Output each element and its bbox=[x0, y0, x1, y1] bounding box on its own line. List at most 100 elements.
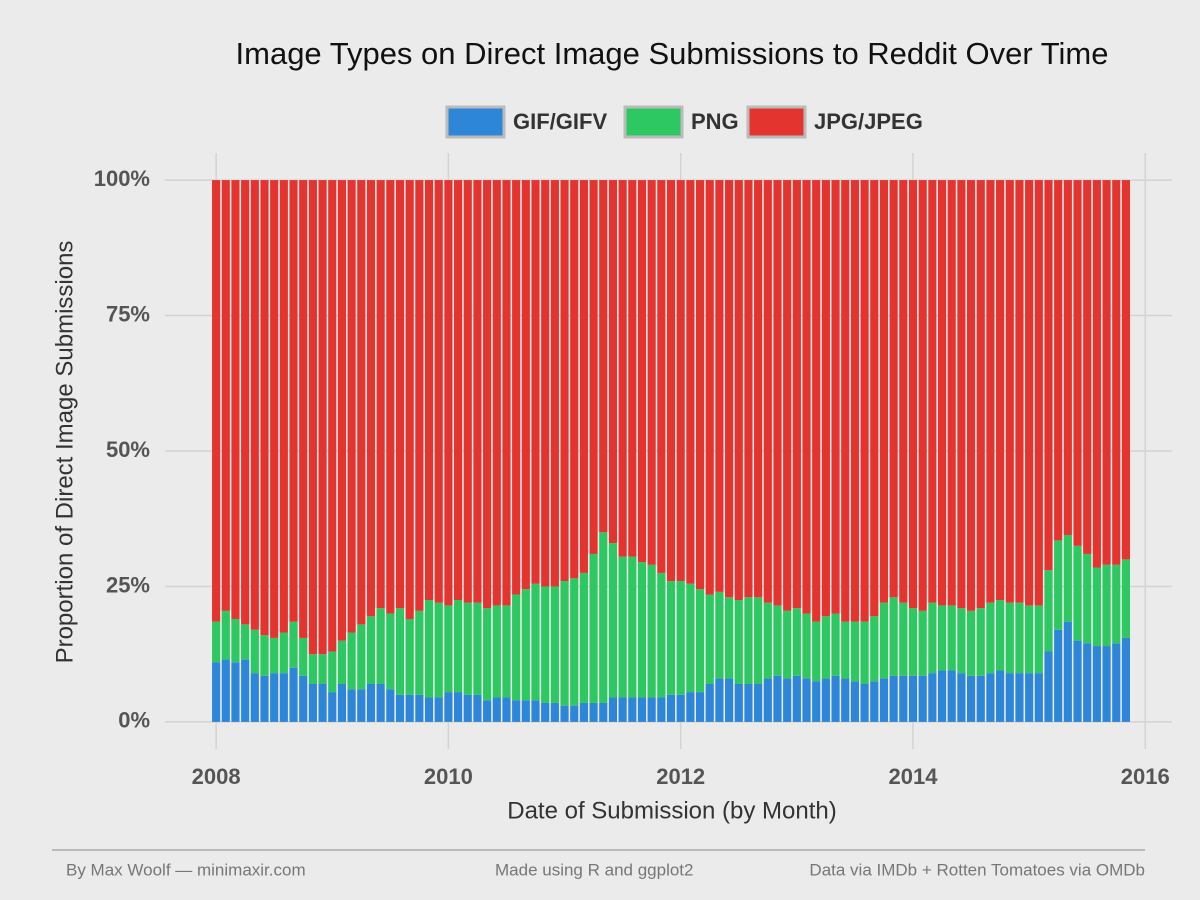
footer-text: Made using R and ggplot2 bbox=[495, 860, 693, 879]
bar-segment bbox=[928, 180, 936, 603]
bar-segment bbox=[899, 180, 907, 603]
bar-segment bbox=[299, 638, 307, 676]
bar-segment bbox=[638, 180, 646, 562]
bar-segment bbox=[377, 608, 385, 684]
bar-segment bbox=[1025, 605, 1033, 673]
bar-segment bbox=[212, 622, 220, 663]
bar-segment bbox=[270, 638, 278, 673]
legend-label: GIF/GIFV bbox=[513, 109, 607, 134]
bar-segment bbox=[715, 180, 723, 592]
bar-segment bbox=[667, 581, 675, 695]
bar-segment bbox=[696, 180, 704, 589]
bar-segment bbox=[396, 180, 404, 608]
bar-segment bbox=[638, 562, 646, 697]
bar-segment bbox=[338, 180, 346, 641]
bar-segment bbox=[464, 180, 472, 603]
bar-segment bbox=[1122, 638, 1130, 722]
bar-segment bbox=[677, 695, 685, 722]
y-tick-label: 75% bbox=[106, 301, 150, 326]
bar-segment bbox=[880, 679, 888, 722]
bar-segment bbox=[628, 557, 636, 698]
bar-segment bbox=[648, 180, 656, 565]
bar-segment bbox=[677, 180, 685, 581]
bar-segment bbox=[241, 180, 249, 624]
bar-segment bbox=[851, 681, 859, 722]
bar-segment bbox=[328, 180, 336, 651]
bar-segment bbox=[831, 180, 839, 613]
bar-segment bbox=[1015, 673, 1023, 722]
bar-segment bbox=[280, 633, 288, 674]
bar-segment bbox=[522, 700, 530, 722]
bar-segment bbox=[270, 180, 278, 638]
bar-segment bbox=[812, 681, 820, 722]
bar-segment bbox=[212, 662, 220, 722]
bar-segment bbox=[1015, 180, 1023, 603]
bar-segment bbox=[396, 695, 404, 722]
bar-segment bbox=[715, 592, 723, 679]
bar-segment bbox=[628, 180, 636, 557]
bar-segment bbox=[909, 180, 917, 608]
bar-segment bbox=[309, 180, 317, 654]
bar-segment bbox=[919, 611, 927, 676]
bar-segment bbox=[444, 180, 452, 605]
bar-segment bbox=[551, 586, 559, 702]
bar-segment bbox=[880, 180, 888, 603]
bar-segment bbox=[948, 180, 956, 605]
bar-segment bbox=[1073, 546, 1081, 641]
bar-segment bbox=[464, 695, 472, 722]
bar-segment bbox=[764, 603, 772, 679]
bar-segment bbox=[667, 695, 675, 722]
bar-segment bbox=[725, 180, 733, 597]
bar-segment bbox=[386, 614, 394, 690]
bar-segment bbox=[590, 703, 598, 722]
bar-segment bbox=[812, 180, 820, 622]
bar-segment bbox=[648, 565, 656, 698]
bar-segment bbox=[1035, 673, 1043, 722]
bar-segment bbox=[541, 586, 549, 702]
bar-segment bbox=[406, 180, 414, 619]
bar-segment bbox=[919, 676, 927, 722]
legend-key bbox=[447, 107, 504, 137]
bar-segment bbox=[609, 698, 617, 722]
bar-segment bbox=[454, 692, 462, 722]
bar-segment bbox=[222, 611, 230, 660]
legend-label: PNG bbox=[691, 109, 739, 134]
bar-segment bbox=[328, 692, 336, 722]
bar-segment bbox=[502, 605, 510, 697]
bar-segment bbox=[377, 180, 385, 608]
bar-segment bbox=[909, 676, 917, 722]
bar-segment bbox=[948, 670, 956, 721]
bar-segment bbox=[783, 180, 791, 611]
bar-segment bbox=[831, 614, 839, 676]
bar-segment bbox=[793, 676, 801, 722]
bar-segment bbox=[580, 703, 588, 722]
bar-segment bbox=[415, 611, 423, 695]
bar-segment bbox=[1073, 180, 1081, 546]
bar-segment bbox=[706, 684, 714, 722]
bar-segment bbox=[444, 605, 452, 692]
bar-segment bbox=[986, 673, 994, 722]
bar-segment bbox=[841, 180, 849, 622]
bar-segment bbox=[706, 595, 714, 684]
bar-segment bbox=[986, 180, 994, 603]
bar-segment bbox=[328, 651, 336, 692]
bar-segment bbox=[560, 581, 568, 706]
bar-segment bbox=[938, 605, 946, 670]
bar-segment bbox=[744, 684, 752, 722]
bar-segment bbox=[735, 684, 743, 722]
bar-segment bbox=[309, 654, 317, 684]
bar-segment bbox=[831, 676, 839, 722]
bar-segment bbox=[590, 180, 598, 554]
bar-segment bbox=[619, 698, 627, 722]
bar-segment bbox=[444, 692, 452, 722]
bar-segment bbox=[744, 597, 752, 684]
bar-segment bbox=[493, 698, 501, 722]
bar-segment bbox=[541, 703, 549, 722]
bar-segment bbox=[1083, 180, 1091, 554]
bar-segment bbox=[251, 630, 259, 673]
bar-segment bbox=[1122, 559, 1130, 638]
bar-segment bbox=[570, 706, 578, 722]
bar-segment bbox=[1054, 180, 1062, 540]
bar-segment bbox=[754, 597, 762, 684]
